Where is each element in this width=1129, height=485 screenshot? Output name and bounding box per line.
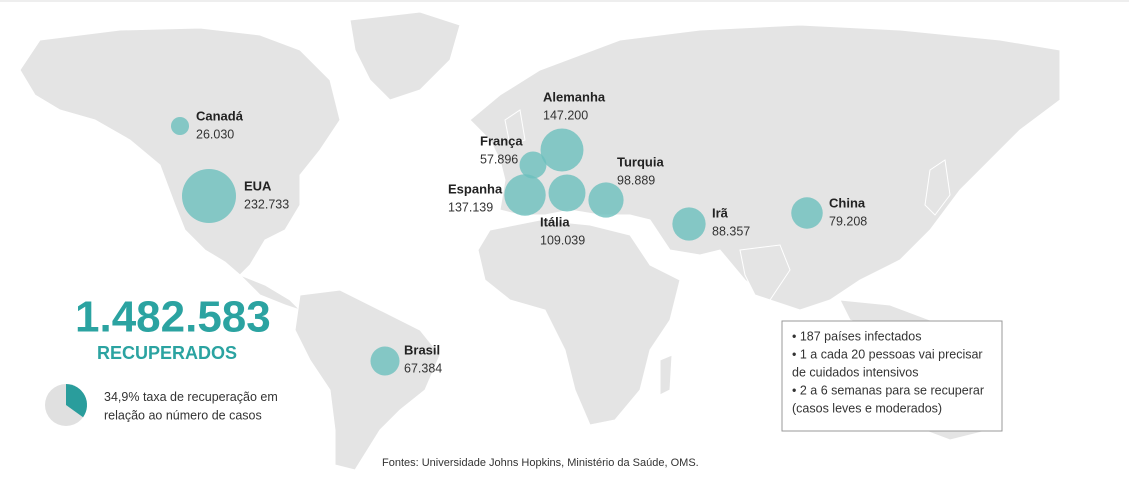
africa bbox=[477, 219, 681, 426]
bubble bbox=[672, 207, 706, 241]
europe-asia bbox=[469, 24, 1061, 311]
country-name: China bbox=[829, 195, 866, 210]
country-value: 67.384 bbox=[404, 361, 442, 375]
bubble bbox=[182, 169, 236, 223]
country-value: 147.200 bbox=[543, 108, 588, 122]
source: Fontes: Universidade Johns Hopkins, Mini… bbox=[382, 457, 699, 469]
note-line: • 1 a cada 20 pessoas vai precisar bbox=[792, 347, 983, 361]
country-value: 79.208 bbox=[829, 214, 867, 228]
india bbox=[739, 244, 791, 301]
uk bbox=[504, 109, 526, 146]
madagascar bbox=[659, 354, 673, 396]
country-value: 26.030 bbox=[196, 127, 234, 141]
country-name: Itália bbox=[540, 214, 570, 229]
world-map bbox=[19, 11, 1061, 471]
bubble bbox=[540, 128, 584, 172]
note-line: • 2 a 6 semanas para se recuperar bbox=[792, 383, 984, 397]
country-name: Irã bbox=[712, 205, 729, 220]
greenland bbox=[349, 11, 461, 101]
bubble bbox=[370, 346, 400, 376]
north-america bbox=[19, 27, 341, 276]
bubble bbox=[791, 197, 823, 229]
country-value: 232.733 bbox=[244, 197, 289, 211]
rate-text-1: taxa de recuperação em bbox=[143, 390, 278, 404]
note-line: • 187 países infectados bbox=[792, 329, 921, 343]
country-value: 88.357 bbox=[712, 224, 750, 238]
bubble bbox=[170, 116, 190, 136]
bubble bbox=[588, 182, 624, 218]
country-name: EUA bbox=[244, 178, 272, 193]
japan bbox=[924, 159, 951, 216]
notes-box bbox=[781, 320, 1003, 432]
country-value: 98.889 bbox=[617, 173, 655, 187]
bubble bbox=[504, 174, 546, 216]
note-line: (casos leves e moderados) bbox=[792, 401, 942, 415]
rate-text-2: relação ao número de casos bbox=[104, 408, 262, 422]
rate-text: 34,9% taxa de recuperação em bbox=[104, 390, 278, 404]
note-line: de cuidados intensivos bbox=[792, 365, 918, 379]
country-name: França bbox=[480, 133, 523, 148]
country-name: Brasil bbox=[404, 342, 440, 357]
total-value: 1.482.583 bbox=[75, 293, 271, 342]
country-name: Espanha bbox=[448, 181, 503, 196]
country-name: Alemanha bbox=[543, 89, 606, 104]
rate-value: 34,9% bbox=[104, 390, 139, 404]
country-name: Turquia bbox=[617, 154, 664, 169]
country-value: 57.896 bbox=[480, 152, 518, 166]
total-caption: RECUPERADOS bbox=[97, 343, 237, 363]
rate-wedge bbox=[66, 384, 87, 418]
country-name: Canadá bbox=[196, 108, 244, 123]
south-america bbox=[294, 289, 441, 471]
bubble bbox=[519, 151, 547, 179]
bubble bbox=[548, 174, 586, 212]
country-value: 137.139 bbox=[448, 200, 493, 214]
country-value: 109.039 bbox=[540, 233, 585, 247]
